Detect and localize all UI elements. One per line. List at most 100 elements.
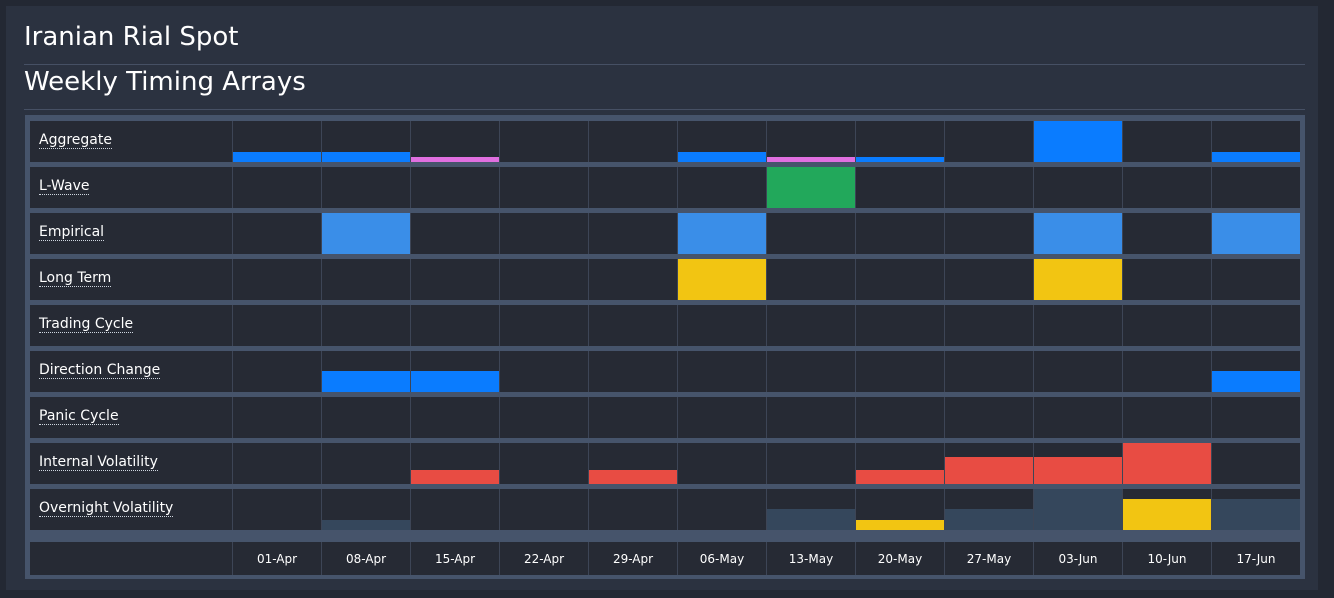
signal-bar	[233, 152, 321, 162]
row-label-trading-cycle[interactable]: Trading Cycle	[39, 316, 134, 333]
date-label: 08-Apr	[322, 542, 411, 575]
row-label-overnight-volatility[interactable]: Overnight Volatility	[39, 500, 174, 517]
row-label-cell: Overnight Volatility	[30, 489, 233, 530]
grid-cell	[411, 305, 500, 346]
signal-bar	[322, 371, 410, 392]
signal-bar	[856, 470, 944, 484]
row-cells	[233, 213, 1300, 254]
row-label-direction-change[interactable]: Direction Change	[39, 362, 161, 379]
date-label: 03-Jun	[1034, 542, 1123, 575]
grid-cell	[945, 351, 1034, 392]
row-label-internal-volatility[interactable]: Internal Volatility	[39, 454, 158, 471]
grid-cell	[1034, 121, 1123, 162]
row-label-aggregate[interactable]: Aggregate	[39, 132, 112, 149]
signal-bar	[411, 470, 499, 484]
row-label-panic-cycle[interactable]: Panic Cycle	[39, 408, 119, 425]
grid-cell	[589, 213, 678, 254]
row-label-l-wave[interactable]: L-Wave	[39, 178, 90, 195]
grid-cell	[1123, 305, 1212, 346]
grid-cell	[767, 167, 856, 208]
row-l-wave: L-Wave	[30, 167, 1300, 208]
signal-bar	[322, 213, 410, 254]
row-internal-volatility: Internal Volatility	[30, 443, 1300, 484]
signal-bar	[1212, 499, 1300, 530]
grid-cell	[678, 167, 767, 208]
grid-cell	[767, 397, 856, 438]
grid-cell	[767, 213, 856, 254]
grid-cell	[322, 121, 411, 162]
grid-cell	[322, 443, 411, 484]
row-label-long-term[interactable]: Long Term	[39, 270, 112, 287]
signal-bar	[411, 371, 499, 392]
signal-bar	[1123, 443, 1211, 484]
grid-cell	[1034, 259, 1123, 300]
row-panic-cycle: Panic Cycle	[30, 397, 1300, 438]
grid-cell	[322, 397, 411, 438]
grid-cell	[678, 305, 767, 346]
grid-cell	[767, 259, 856, 300]
grid-cell	[411, 121, 500, 162]
grid-cell	[1034, 305, 1123, 346]
date-label: 13-May	[767, 542, 856, 575]
grid-cell	[945, 489, 1034, 530]
grid-cell	[233, 213, 322, 254]
grid-cell	[856, 213, 945, 254]
grid-cell	[411, 167, 500, 208]
grid-cell	[1034, 489, 1123, 530]
grid-cell	[1123, 489, 1212, 530]
row-cells	[233, 305, 1300, 346]
signal-bar	[322, 520, 410, 530]
grid-cell	[1034, 351, 1123, 392]
section-title: Weekly Timing Arrays	[24, 67, 306, 97]
signal-bar	[678, 213, 766, 254]
row-cells	[233, 121, 1300, 162]
grid-cell	[678, 397, 767, 438]
grid-cell	[1212, 351, 1300, 392]
signal-bar	[411, 157, 499, 162]
grid-cell	[856, 397, 945, 438]
row-trading-cycle: Trading Cycle	[30, 305, 1300, 346]
grid-cell	[767, 489, 856, 530]
grid-cell	[1212, 489, 1300, 530]
signal-bar	[1212, 213, 1300, 254]
date-label: 17-Jun	[1212, 542, 1300, 575]
row-cells	[233, 259, 1300, 300]
grid-cell	[945, 397, 1034, 438]
grid-cell	[322, 167, 411, 208]
date-axis-row: 01-Apr 08-Apr 15-Apr 22-Apr 29-Apr 06-May 13-M…	[30, 542, 1300, 575]
title-divider	[24, 64, 1305, 65]
grid-cell	[233, 121, 322, 162]
grid-cell	[589, 305, 678, 346]
signal-bar	[1212, 371, 1300, 392]
grid-cell	[589, 259, 678, 300]
grid-cell	[589, 397, 678, 438]
signal-bar	[767, 157, 855, 162]
date-label: 22-Apr	[500, 542, 589, 575]
grid-cell	[589, 121, 678, 162]
grid-cell	[233, 305, 322, 346]
grid-cell	[589, 351, 678, 392]
signal-bar	[1034, 457, 1122, 484]
grid-cell	[1034, 213, 1123, 254]
row-cells	[233, 443, 1300, 484]
grid-cell	[500, 443, 589, 484]
grid-cell	[945, 259, 1034, 300]
grid-cell	[767, 443, 856, 484]
grid-cell	[1123, 397, 1212, 438]
row-label-cell: Direction Change	[30, 351, 233, 392]
grid-cell	[945, 167, 1034, 208]
grid-cell	[1123, 213, 1212, 254]
row-label-empirical[interactable]: Empirical	[39, 224, 105, 241]
row-label-cell: Empirical	[30, 213, 233, 254]
signal-bar	[1034, 489, 1122, 530]
grid-cell	[233, 489, 322, 530]
grid-cell	[500, 213, 589, 254]
row-direction-change: Direction Change	[30, 351, 1300, 392]
grid-cell	[500, 397, 589, 438]
row-label-cell: Long Term	[30, 259, 233, 300]
grid-cell	[322, 259, 411, 300]
grid-cell	[678, 443, 767, 484]
grid-cell	[856, 259, 945, 300]
signal-bar	[589, 470, 677, 484]
grid-cell	[411, 213, 500, 254]
